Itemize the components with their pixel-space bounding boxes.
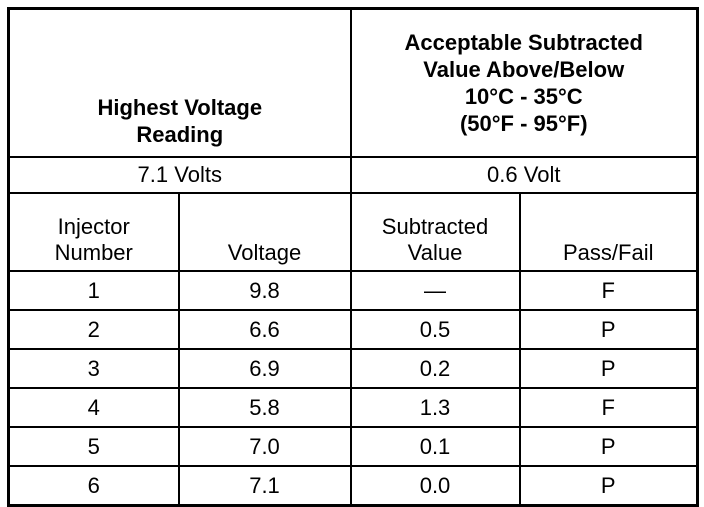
- cell: 7.1: [177, 465, 352, 507]
- right-value: 0.6 Volt: [349, 156, 699, 194]
- data-row: 6 7.1 0.0 P: [7, 465, 699, 507]
- left-value: 7.1 Volts: [7, 156, 352, 194]
- cell: 6: [7, 465, 180, 507]
- injector-table: Highest Voltage Reading Acceptable Subtr…: [7, 7, 699, 507]
- cell: 9.8: [177, 270, 352, 311]
- cell: 6.9: [177, 348, 352, 389]
- cell: F: [518, 270, 699, 311]
- column-header-line: Injector: [57, 214, 130, 239]
- data-row: 4 5.8 1.3 F: [7, 387, 699, 428]
- cell: 0.5: [349, 309, 521, 350]
- column-header-line: Pass/Fail: [563, 240, 654, 265]
- cell: 5: [7, 426, 180, 467]
- column-header: Subtracted Value: [349, 192, 521, 272]
- data-row: 3 6.9 0.2 P: [7, 348, 699, 389]
- value-row: 7.1 Volts 0.6 Volt: [7, 156, 699, 194]
- data-row: 1 9.8— F: [7, 270, 699, 311]
- title-line: Value Above/Below: [423, 57, 625, 82]
- cell: 1.3: [349, 387, 521, 428]
- title-line: Acceptable Subtracted: [404, 30, 643, 55]
- title-line: Highest Voltage: [97, 95, 263, 120]
- cell: P: [518, 426, 699, 467]
- column-header-line: Value: [407, 240, 463, 265]
- cell: 3: [7, 348, 180, 389]
- cell: P: [518, 309, 699, 350]
- cell: 5.8: [177, 387, 352, 428]
- data-row: 2 6.6 0.5 P: [7, 309, 699, 350]
- cell: 1: [7, 270, 180, 311]
- data-row: 5 7.0 0.1 P: [7, 426, 699, 467]
- title-line: Reading: [136, 122, 224, 147]
- left-title: Highest Voltage Reading: [7, 7, 352, 158]
- column-header: Voltage: [177, 192, 352, 272]
- cell: 4: [7, 387, 180, 428]
- cell: P: [518, 465, 699, 507]
- column-header: Injector Number: [7, 192, 180, 272]
- column-header-line: Voltage: [227, 240, 302, 265]
- cell: P: [518, 348, 699, 389]
- cell: 2: [7, 309, 180, 350]
- cell: F: [518, 387, 699, 428]
- right-title: Acceptable Subtracted Value Above/Below …: [349, 7, 699, 158]
- title-line: (50°F - 95°F): [459, 111, 588, 136]
- cell: 0.1: [349, 426, 521, 467]
- cell: 6.6: [177, 309, 352, 350]
- cell: —: [349, 270, 521, 311]
- column-header: Pass/Fail: [518, 192, 699, 272]
- title-line: 10°C - 35°C: [464, 84, 583, 109]
- cell: 0.2: [349, 348, 521, 389]
- cell: 0.0: [349, 465, 521, 507]
- table-body: Highest Voltage Reading Acceptable Subtr…: [7, 7, 699, 507]
- header-row: Highest Voltage Reading Acceptable Subtr…: [7, 7, 699, 158]
- column-header-row: Injector Number Voltage Subtracted Value Pass…: [7, 192, 699, 272]
- cell: 7.0: [177, 426, 352, 467]
- column-header-line: Subtracted: [381, 214, 489, 239]
- column-header-line: Number: [54, 240, 133, 265]
